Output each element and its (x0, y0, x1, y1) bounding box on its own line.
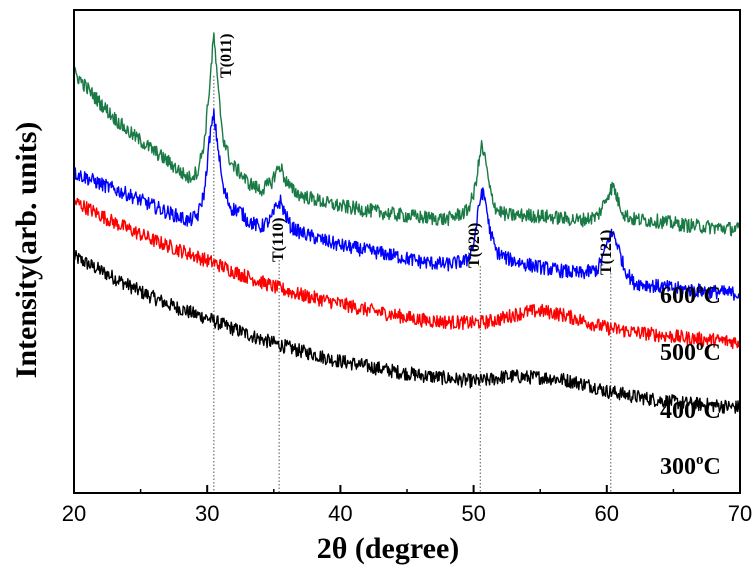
x-tick-label: 20 (62, 501, 86, 526)
series-labels: 300oC 400oC 500oC 600oC (660, 281, 721, 480)
series-line-600 (73, 32, 741, 237)
series-600 (73, 32, 741, 237)
series-500 (73, 108, 741, 301)
x-tick-label: 50 (461, 501, 485, 526)
y-axis-label: Intensity(arb. units) (10, 122, 43, 379)
series-line-400 (73, 197, 741, 350)
series-300 (73, 249, 741, 414)
peak-label: T(020) (466, 223, 483, 268)
series-label-300: 300oC (660, 452, 721, 480)
peak-label: T(121) (598, 230, 615, 275)
series-label-400: 400oC (660, 396, 721, 424)
x-axis-ticks: 20 30 40 50 60 70 (62, 485, 752, 526)
series-line-300 (73, 249, 741, 414)
peak-label: T(110) (270, 218, 287, 262)
x-tick-label: 30 (195, 501, 219, 526)
x-tick-label: 40 (328, 501, 352, 526)
series-line-500 (73, 108, 741, 301)
series-label-600: 600oC (660, 281, 721, 309)
peak-label: T(011) (218, 34, 235, 78)
series-label-500: 500oC (660, 338, 721, 366)
series-400 (73, 197, 741, 350)
x-tick-label: 60 (595, 501, 619, 526)
x-tick-label: 70 (728, 501, 752, 526)
series-layer (73, 32, 741, 414)
peak-labels: T(011) T(110) T(020) T(121) (218, 34, 615, 275)
x-axis-label: 2θ (degree) (317, 532, 460, 565)
plot-frame (73, 9, 741, 494)
